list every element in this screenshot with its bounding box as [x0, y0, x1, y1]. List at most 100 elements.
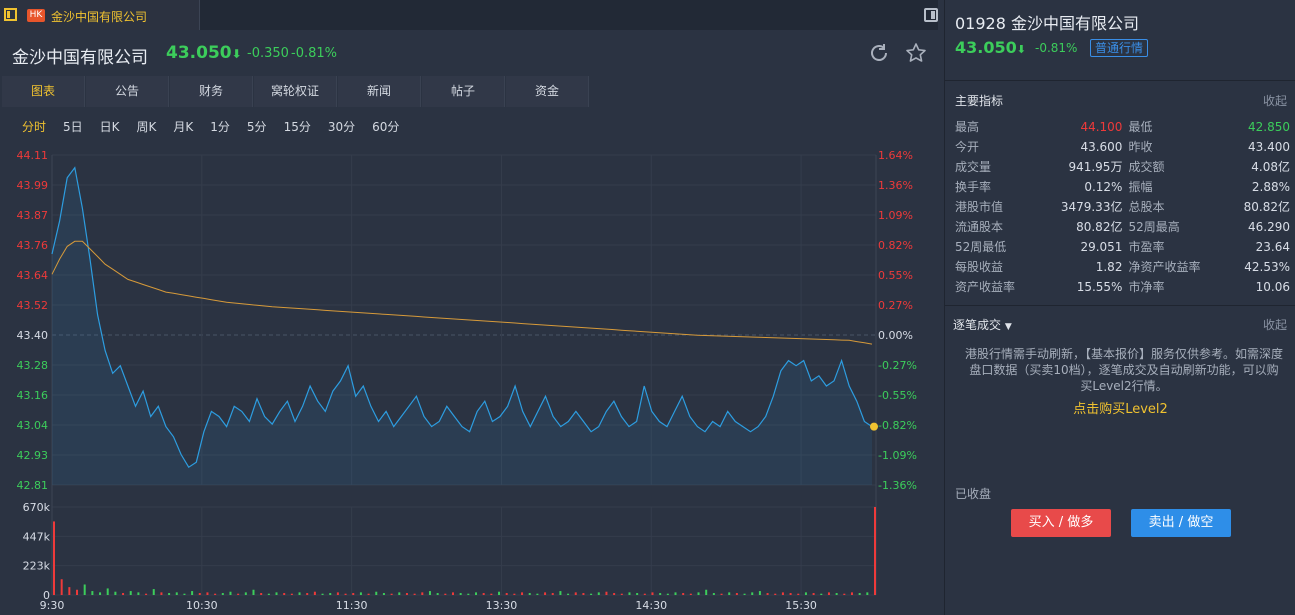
volume-bar — [858, 593, 861, 595]
tab-announcements[interactable]: 公告 — [86, 76, 169, 107]
tab-news[interactable]: 新闻 — [338, 76, 421, 107]
tab-warrants[interactable]: 窝轮权证 — [254, 76, 337, 107]
refresh-icon[interactable] — [868, 42, 890, 64]
tick-notice: 港股行情需手动刷新，【基本报价】服务仅供参考。如需深度盘口数据（买卖10档），逐… — [965, 347, 1284, 393]
volume-bar — [344, 593, 347, 595]
volume-bar — [797, 593, 800, 595]
tab-capital[interactable]: 资金 — [506, 76, 589, 107]
volume-bar — [559, 591, 562, 595]
volume-bar — [482, 593, 485, 595]
period-15min[interactable]: 15分 — [283, 120, 311, 134]
pct-tick-label: -1.36% — [878, 479, 917, 492]
volume-bar — [766, 593, 769, 595]
buy-level2-link[interactable]: 点击购买Level2 — [1073, 402, 1168, 417]
panel-toggle-icon[interactable] — [924, 8, 938, 22]
volume-bar — [329, 593, 332, 595]
volume-bar — [728, 592, 731, 595]
volume-bar — [352, 593, 355, 595]
period-monthly[interactable]: 月K — [173, 120, 194, 134]
volume-bar — [521, 592, 524, 595]
volume-bar — [375, 591, 378, 595]
volume-bar — [720, 593, 723, 595]
volume-bar — [68, 587, 71, 595]
volume-bar — [705, 589, 708, 595]
price-tick-label: 43.28 — [17, 359, 49, 372]
period-30min[interactable]: 30分 — [327, 120, 356, 134]
metrics-collapse-button[interactable]: 收起 — [1262, 94, 1287, 108]
quote-type-badge[interactable]: 普通行情 — [1090, 39, 1149, 57]
volume-bar — [367, 593, 370, 595]
stock-change: -0.350 — [247, 46, 289, 61]
avg-price-line — [51, 240, 873, 345]
period-5day[interactable]: 5日 — [63, 120, 83, 134]
volume-bar — [160, 592, 163, 595]
tab-posts[interactable]: 帖子 — [422, 76, 505, 107]
pct-tick-label: -0.82% — [878, 419, 917, 432]
volume-bar — [620, 593, 623, 595]
period-daily[interactable]: 日K — [99, 120, 120, 134]
volume-bar — [843, 593, 846, 595]
volume-tick-label: 670k — [23, 501, 51, 514]
period-5min[interactable]: 5分 — [246, 120, 267, 134]
buy-button[interactable]: 买入 / 做多 — [1011, 509, 1111, 537]
volume-bar — [820, 593, 823, 595]
volume-bar — [712, 593, 715, 595]
volume-bar — [390, 593, 393, 595]
metrics-title: 主要指标 — [955, 94, 1004, 108]
price-area — [52, 167, 872, 485]
sidebar-toggle-icon[interactable] — [4, 8, 17, 21]
quote-title: 01928 金沙中国有限公司 — [955, 14, 1139, 33]
volume-bar — [498, 591, 501, 595]
stock-price: 43.050⬇ — [166, 43, 242, 63]
volume-bar — [83, 584, 86, 595]
volume-bar — [137, 592, 140, 595]
price-tick-label: 42.81 — [17, 479, 49, 492]
tab-filler — [590, 76, 939, 107]
star-icon[interactable] — [905, 42, 927, 64]
volume-bar — [290, 593, 293, 595]
volume-bar — [505, 593, 508, 595]
pct-tick-label: 1.64% — [878, 149, 913, 162]
metric-row: 流通股本 80.82亿 52周最高 46.290 — [955, 220, 1290, 234]
tick-collapse-button[interactable]: 收起 — [1262, 318, 1287, 332]
volume-bar — [781, 592, 784, 595]
stock-tab[interactable]: HK 金沙中国有限公司 — [0, 0, 200, 30]
volume-bar — [382, 593, 385, 595]
tab-chart[interactable]: 图表 — [2, 76, 85, 107]
volume-bar — [237, 593, 240, 595]
volume-bar — [582, 593, 585, 595]
volume-bar — [551, 593, 554, 595]
volume-bar — [260, 593, 263, 595]
period-weekly[interactable]: 周K — [136, 120, 157, 134]
volume-bar — [313, 591, 316, 595]
down-arrow-icon: ⬇ — [231, 47, 242, 61]
period-60min[interactable]: 60分 — [372, 120, 400, 134]
volume-bar — [421, 592, 424, 595]
period-1min[interactable]: 1分 — [210, 120, 230, 134]
price-line — [51, 166, 873, 469]
volume-bar — [183, 593, 186, 595]
volume-bar — [613, 593, 616, 595]
volume-bar — [682, 593, 685, 595]
volume-tick-label: 0 — [43, 589, 50, 602]
right-panel: 01928 金沙中国有限公司 43.050⬇ -0.81% 普通行情 主要指标 … — [944, 0, 1295, 615]
volume-bar — [666, 593, 669, 595]
volume-bar — [475, 592, 478, 595]
intraday-chart[interactable]: 44.11 1.64% 43.99 1.36% 43.87 1.09% 43.76 0.82%… — [0, 140, 938, 615]
volume-bar — [53, 521, 55, 595]
volume-tick-label: 223k — [23, 560, 51, 573]
stock-change-pct: -0.81% — [291, 46, 337, 61]
volume-bar — [590, 593, 593, 595]
time-tick-label: 9:30 — [40, 599, 65, 612]
pct-tick-label: 0.55% — [878, 269, 913, 282]
volume-bar — [605, 591, 608, 595]
volume-bar — [298, 592, 301, 595]
tick-sort-dropdown[interactable]: 逐笔成交 ▼ — [953, 318, 1012, 332]
sell-button[interactable]: 卖出 / 做空 — [1131, 509, 1231, 537]
price-tick-label: 43.04 — [17, 419, 49, 432]
volume-bar — [544, 592, 547, 595]
volume-bar — [122, 593, 125, 595]
period-intraday[interactable]: 分时 — [22, 120, 47, 134]
tab-finance[interactable]: 财务 — [170, 76, 253, 107]
left-panel: HK 金沙中国有限公司 金沙中国有限公司 43.050⬇ -0.350 -0.8… — [0, 0, 939, 615]
